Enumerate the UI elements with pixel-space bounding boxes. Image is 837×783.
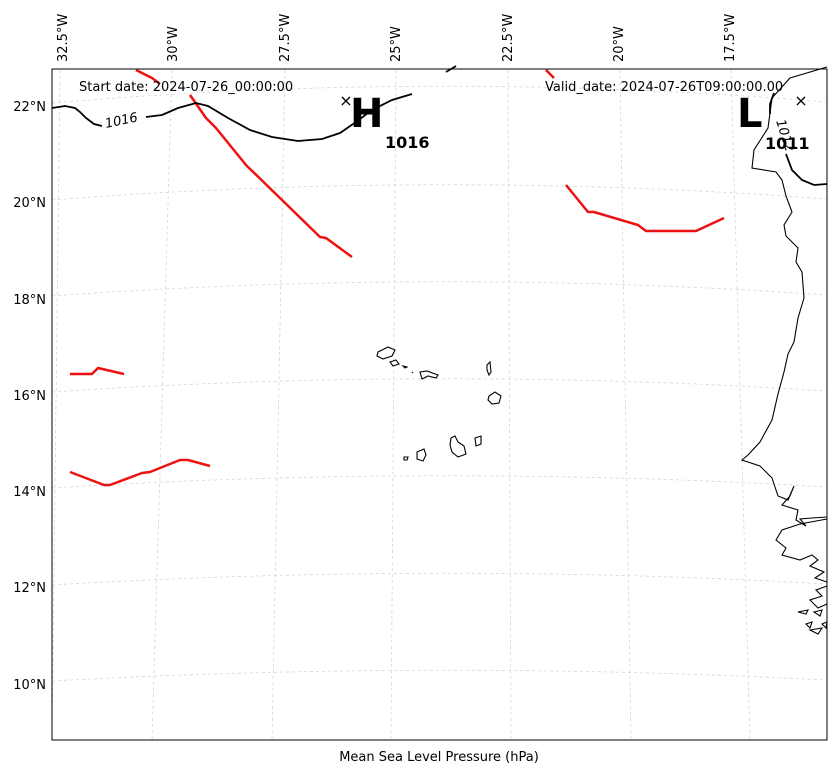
high-center-marker-icon: ×: [339, 91, 352, 110]
santa-luzia-island: [401, 364, 414, 374]
parallel-18n: [51, 281, 828, 297]
lon-label-20w: 20°W: [612, 26, 627, 62]
parallel-12n: [51, 572, 828, 586]
sal-island: [486, 360, 492, 377]
lon-label-22-5w: 22.5°W: [501, 14, 516, 62]
fronts: [69, 68, 725, 487]
lat-label-20n: 20°N: [13, 196, 46, 211]
meridian-20w: [619, 69, 632, 741]
low-pressure-symbol: L: [737, 91, 763, 137]
lon-label-30w: 30°W: [166, 26, 181, 62]
lat-label-10n: 10°N: [13, 678, 46, 693]
lon-label-27-5w: 27.5°W: [278, 14, 293, 62]
africa-coast-south: [775, 518, 828, 583]
lon-label-32-5w: 32.5°W: [56, 14, 71, 62]
low-center-marker-icon: ×: [794, 91, 807, 110]
africa-coastline: [740, 66, 828, 527]
front-line-north-west: [135, 68, 161, 85]
lat-label-18n: 18°N: [13, 293, 46, 308]
front-line-central: [188, 94, 353, 259]
map-frame: [51, 68, 828, 741]
lat-label-22n: 22°N: [13, 100, 46, 115]
lat-label-14n: 14°N: [13, 485, 46, 500]
fogo-island: [416, 448, 427, 462]
lon-label-25w: 25°W: [389, 26, 404, 62]
maio-island: [474, 435, 482, 447]
lat-label-16n: 16°N: [13, 389, 46, 404]
meridian-30w: [151, 69, 173, 741]
brava-island: [403, 456, 409, 461]
low-pressure-value: 1011: [765, 134, 810, 153]
meridian-32-5w: [51, 69, 61, 741]
meridian-22-5w: [507, 69, 512, 741]
boa-vista-island: [487, 391, 502, 405]
isobar-1012: [769, 92, 828, 186]
parallel-10n: [51, 669, 828, 682]
meridian-25w: [390, 69, 397, 741]
lat-label-12n: 12°N: [13, 581, 46, 596]
africa-coast-guinea: [808, 585, 828, 609]
santo-antao-island: [376, 346, 396, 360]
bijagos-islands: [797, 609, 828, 635]
sao-nicolau-island: [419, 370, 439, 380]
santiago-island: [449, 435, 467, 458]
front-line-south-west: [69, 458, 211, 487]
valid-date-text: Valid_date: 2024-07-26T09:00:00.00: [545, 80, 783, 95]
front-line-north-east: [545, 69, 555, 79]
sao-vicente-island: [389, 359, 400, 367]
lon-label-17-5w: 17.5°W: [723, 14, 738, 62]
start-date-text: Start date: 2024-07-26_00:00:00: [79, 80, 293, 95]
parallel-14n: [51, 475, 828, 489]
meridian-17-5w: [730, 69, 751, 741]
coastline: [376, 66, 828, 635]
isobar-label-1016: 1016: [104, 110, 139, 132]
front-line-west-short: [70, 366, 125, 376]
map-caption: Mean Sea Level Pressure (hPa): [339, 750, 539, 765]
high-pressure-value: 1016: [385, 133, 430, 152]
parallel-16n: [51, 378, 828, 393]
high-pressure-symbol: H: [350, 91, 383, 137]
meridian-27-5w: [271, 69, 286, 741]
front-line-east: [565, 184, 725, 233]
graticule: [51, 69, 828, 741]
